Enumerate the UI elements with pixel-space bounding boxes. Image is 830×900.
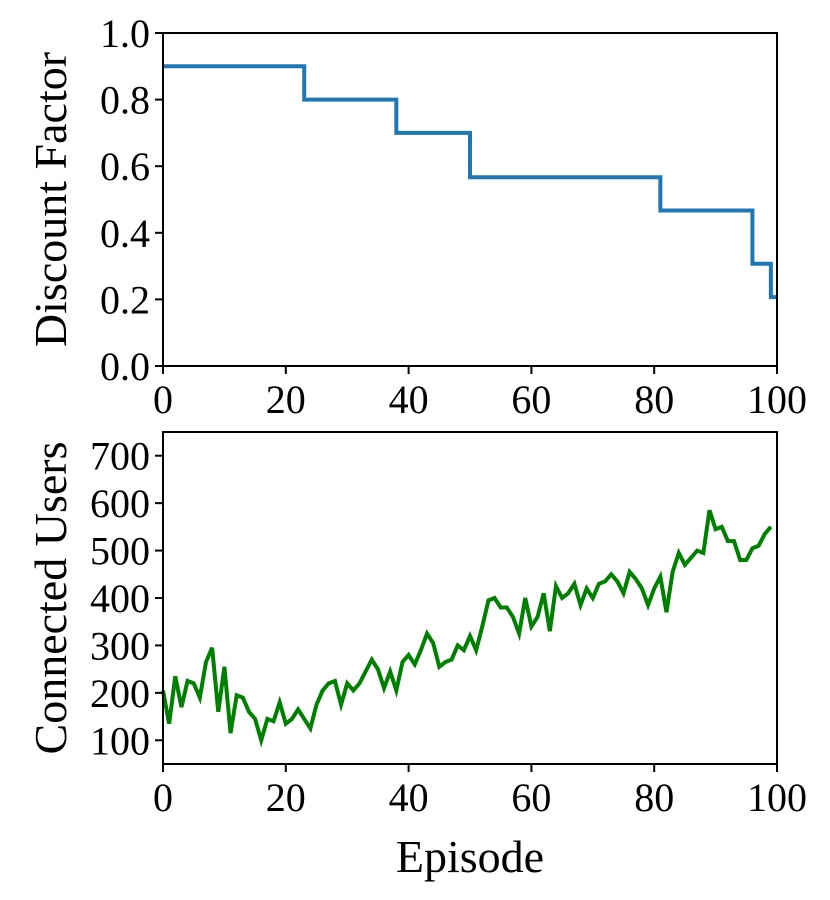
discount-factor-x-tick-label: 40 (389, 377, 429, 422)
discount-factor-panel: 0 20 40 60 80 100 0.0 0.2 0.4 0.6 0.8 1.0 Discount F… (25, 11, 807, 422)
connected-users-y-axis-label: Connected Users (25, 442, 76, 755)
connected-users-x-tick-label: 40 (389, 775, 429, 820)
connected-users-y-tick-label: 700 (90, 434, 150, 479)
discount-factor-x-tick-label: 0 (153, 377, 173, 422)
connected-users-x-axis-label: Episode (396, 831, 544, 882)
discount-factor-y-tick-label: 0.0 (100, 344, 150, 389)
discount-factor-series-line-0 (163, 64, 777, 300)
connected-users-panel: 0 20 40 60 80 100100200300400500600700Connect… (25, 431, 807, 882)
discount-factor-x-tick-label: 60 (511, 377, 551, 422)
discount-factor-y-tick-label: 0.4 (100, 211, 150, 256)
discount-factor-y-axis-label: Discount Factor (25, 52, 76, 347)
connected-users-y-tick-label: 600 (90, 481, 150, 526)
discount-factor-x-tick-label: 100 (747, 377, 807, 422)
connected-users-y-tick-label: 200 (90, 671, 150, 716)
connected-users-x-tick-label: 100 (747, 775, 807, 820)
connected-users-y-tick-label: 500 (90, 529, 150, 574)
connected-users-series-line-0 (161, 509, 773, 748)
discount-factor-y-tick-label: 1.0 (100, 11, 150, 56)
discount-factor-y-tick-label: 0.8 (100, 78, 150, 123)
discount-factor-y-tick-label: 0.2 (100, 277, 150, 322)
connected-users-plot-frame (162, 431, 778, 765)
connected-users-x-tick-label: 60 (511, 775, 551, 820)
connected-users-x-tick-label: 20 (266, 775, 306, 820)
discount-factor-plot-frame (162, 32, 778, 367)
connected-users-y-tick-label: 400 (90, 576, 150, 621)
connected-users-y-tick-label: 300 (90, 623, 150, 668)
connected-users-y-tick-label: 100 (90, 718, 150, 763)
discount-factor-y-tick-label: 0.6 (100, 144, 150, 189)
connected-users-x-tick-label: 0 (153, 775, 173, 820)
discount-factor-x-tick-label: 20 (266, 377, 306, 422)
discount-factor-x-tick-label: 80 (634, 377, 674, 422)
connected-users-x-tick-label: 80 (634, 775, 674, 820)
